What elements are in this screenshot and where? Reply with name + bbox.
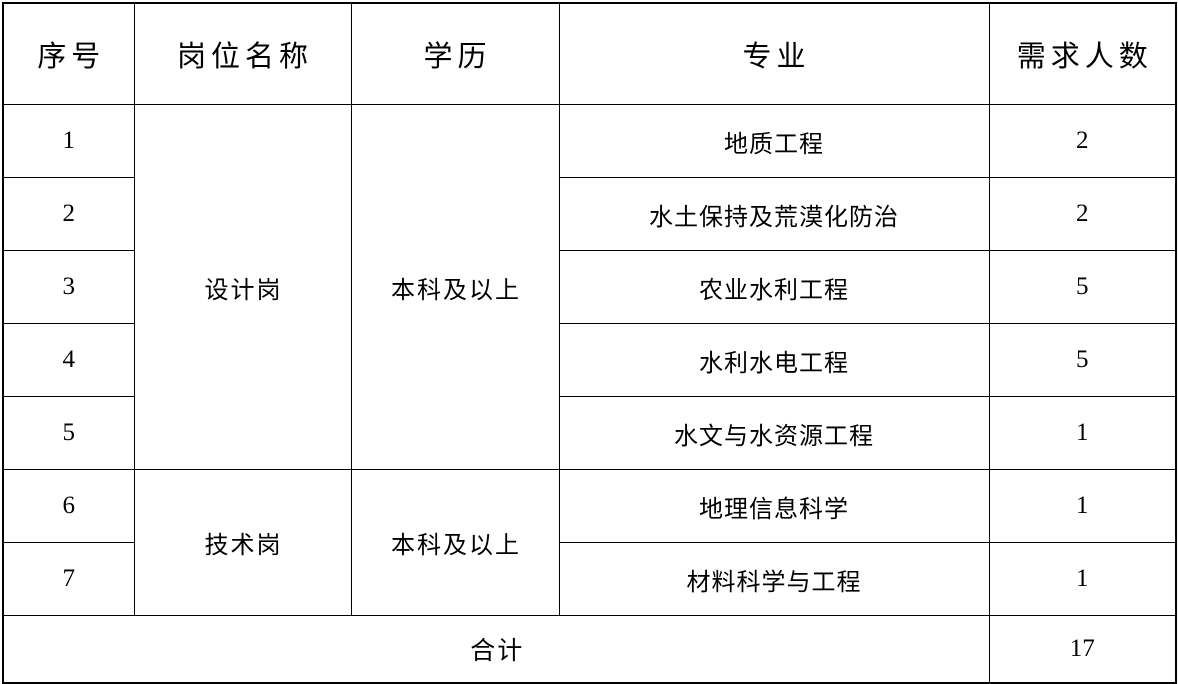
cell-major: 水土保持及荒漠化防治 xyxy=(558,177,990,251)
cell-no: 1 xyxy=(2,104,135,178)
cell-count: 1 xyxy=(988,469,1177,543)
cell-major: 材料科学与工程 xyxy=(558,542,990,616)
cell-count: 1 xyxy=(988,542,1177,616)
table-header: 序号 岗位名称 学历 专业 需求人数 xyxy=(2,2,1177,105)
cell-count: 2 xyxy=(988,177,1177,251)
table-row: 7 材料科学与工程 1 xyxy=(2,542,1177,616)
table-row: 5 水文与水资源工程 1 xyxy=(2,396,1177,470)
column-header-count: 需求人数 xyxy=(988,2,1177,105)
cell-major: 水文与水资源工程 xyxy=(558,396,990,470)
total-label: 合计 xyxy=(2,615,990,684)
table-body: 1 设计岗 本科及以上 地质工程 2 2 水土保持及荒漠化防治 2 3 农业水利… xyxy=(2,104,1177,684)
cell-major: 地理信息科学 xyxy=(558,469,990,543)
cell-major: 农业水利工程 xyxy=(558,250,990,324)
cell-no: 6 xyxy=(2,469,135,543)
cell-count: 2 xyxy=(988,104,1177,178)
cell-count: 1 xyxy=(988,396,1177,470)
column-header-post: 岗位名称 xyxy=(133,2,352,105)
table-row: 6 技术岗 本科及以上 地理信息科学 1 xyxy=(2,469,1177,616)
table-row: 4 水利水电工程 5 xyxy=(2,323,1177,397)
cell-major: 地质工程 xyxy=(558,104,990,178)
cell-post-group-technical: 技术岗 xyxy=(133,469,352,616)
total-row: 合计 17 xyxy=(2,615,1177,684)
cell-no: 4 xyxy=(2,323,135,397)
column-header-no: 序号 xyxy=(2,2,135,105)
cell-no: 7 xyxy=(2,542,135,616)
column-header-edu: 学历 xyxy=(350,2,560,105)
cell-no: 2 xyxy=(2,177,135,251)
column-header-major: 专业 xyxy=(558,2,990,105)
table-row: 3 农业水利工程 5 xyxy=(2,250,1177,324)
cell-count: 5 xyxy=(988,323,1177,397)
total-count: 17 xyxy=(988,615,1177,684)
table-row: 1 设计岗 本科及以上 地质工程 2 xyxy=(2,104,1177,470)
cell-major: 水利水电工程 xyxy=(558,323,990,397)
cell-education-group-technical: 本科及以上 xyxy=(350,469,560,616)
cell-education-group-design: 本科及以上 xyxy=(350,104,560,470)
table-row: 2 水土保持及荒漠化防治 2 xyxy=(2,177,1177,251)
cell-count: 5 xyxy=(988,250,1177,324)
cell-no: 5 xyxy=(2,396,135,470)
cell-post-group-design: 设计岗 xyxy=(133,104,352,470)
cell-no: 3 xyxy=(2,250,135,324)
header-row: 序号 岗位名称 学历 专业 需求人数 xyxy=(2,2,1177,105)
